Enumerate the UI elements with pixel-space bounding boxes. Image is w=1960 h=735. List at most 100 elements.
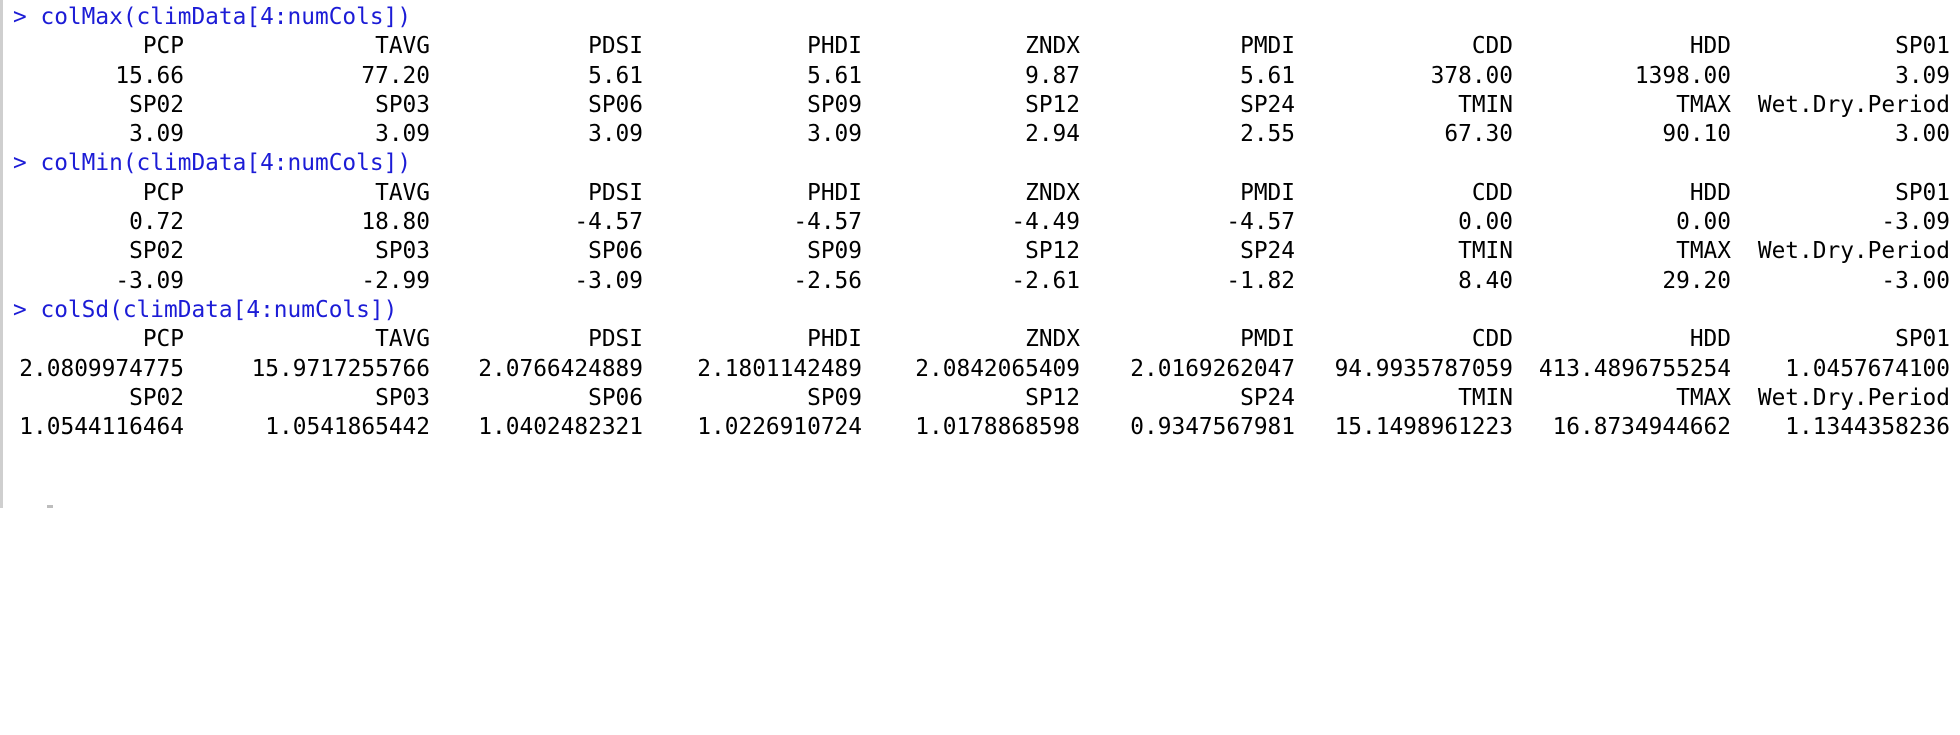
output-cell: TMIN bbox=[1458, 91, 1513, 118]
output-value-row: 1.0544116464 1.0541865442 1.0402482321 1… bbox=[3, 413, 1960, 442]
output-cell: 5.61 bbox=[1240, 62, 1295, 89]
output-cell: 2.1801142489 bbox=[697, 355, 862, 382]
output-cell: -3.00 bbox=[1881, 267, 1950, 294]
output-cell: 1.0457674100 bbox=[1785, 355, 1950, 382]
output-cell: 0.9347567981 bbox=[1130, 414, 1295, 441]
output-cell: Wet.Dry.Period bbox=[1757, 91, 1950, 118]
output-cell: 3.09 bbox=[1895, 62, 1950, 89]
output-cell: -4.49 bbox=[1011, 209, 1080, 236]
output-cell: 5.61 bbox=[588, 62, 643, 89]
output-cell: PHDI bbox=[807, 179, 862, 206]
output-cell: 2.0169262047 bbox=[1130, 355, 1295, 382]
output-cell: 2.0766424889 bbox=[478, 355, 643, 382]
output-cell: 94.9935787059 bbox=[1334, 355, 1513, 382]
output-cell: SP06 bbox=[588, 91, 643, 118]
output-cell: Wet.Dry.Period bbox=[1757, 384, 1950, 411]
console-prompt: > bbox=[13, 150, 27, 177]
output-cell: -2.56 bbox=[793, 267, 862, 294]
output-cell: 15.66 bbox=[115, 62, 184, 89]
output-cell: 1.0226910724 bbox=[697, 414, 862, 441]
output-cell: -3.09 bbox=[115, 267, 184, 294]
output-cell: 15.9717255766 bbox=[251, 355, 430, 382]
output-cell: CDD bbox=[1471, 326, 1513, 353]
output-cell: 15.1498961223 bbox=[1334, 414, 1513, 441]
output-cell: SP06 bbox=[588, 238, 643, 265]
output-cell: -3.09 bbox=[1881, 209, 1950, 236]
command-text: colSd(climData[4:numCols]) bbox=[40, 296, 398, 323]
output-header-row: PCP TAVG PDSI PHDI ZNDX PMDI CDD HDD SP0… bbox=[3, 32, 1960, 61]
output-cell: 16.8734944662 bbox=[1552, 414, 1731, 441]
output-cell: SP02 bbox=[129, 91, 184, 118]
output-cell: SP09 bbox=[807, 91, 862, 118]
output-cell: ZNDX bbox=[1025, 326, 1080, 353]
output-cell: 8.40 bbox=[1458, 267, 1513, 294]
output-cell: 29.20 bbox=[1662, 267, 1731, 294]
command-text: colMin(climData[4:numCols]) bbox=[40, 150, 412, 177]
output-cell: 90.10 bbox=[1662, 121, 1731, 148]
output-cell: ZNDX bbox=[1025, 179, 1080, 206]
output-cell: SP12 bbox=[1025, 91, 1080, 118]
output-cell: ZNDX bbox=[1025, 33, 1080, 60]
output-cell: 2.94 bbox=[1025, 121, 1080, 148]
output-cell: 413.4896755254 bbox=[1538, 355, 1731, 382]
r-console-output[interactable]: > colMax(climData[4:numCols]) PCP TAVG P… bbox=[0, 0, 1960, 508]
output-cell: -2.61 bbox=[1011, 267, 1080, 294]
output-cell: HDD bbox=[1689, 33, 1731, 60]
output-cell: 3.09 bbox=[129, 121, 184, 148]
output-cell: 77.20 bbox=[361, 62, 430, 89]
output-cell: SP03 bbox=[375, 238, 430, 265]
output-cell: SP12 bbox=[1025, 238, 1080, 265]
output-cell: PDSI bbox=[588, 33, 643, 60]
output-cell: TAVG bbox=[375, 33, 430, 60]
output-cell: TMIN bbox=[1458, 384, 1513, 411]
output-value-row: 0.72 18.80 -4.57 -4.57 -4.49 -4.57 0.00 … bbox=[3, 208, 1960, 237]
output-header-row: SP02 SP03 SP06 SP09 SP12 SP24 TMIN TMAX … bbox=[3, 237, 1960, 266]
output-value-row: 15.66 77.20 5.61 5.61 9.87 5.61 378.00 1… bbox=[3, 62, 1960, 91]
output-cell: SP24 bbox=[1240, 384, 1295, 411]
output-cell: SP01 bbox=[1895, 33, 1950, 60]
command-text: colMax(climData[4:numCols]) bbox=[40, 4, 412, 30]
output-cell: CDD bbox=[1471, 179, 1513, 206]
output-header-row: SP02 SP03 SP06 SP09 SP12 SP24 TMIN TMAX … bbox=[3, 91, 1960, 120]
output-value-row: 2.0809974775 15.9717255766 2.0766424889 … bbox=[3, 355, 1960, 384]
output-cell: SP24 bbox=[1240, 238, 1295, 265]
output-cell: 2.55 bbox=[1240, 121, 1295, 148]
output-cell: PDSI bbox=[588, 326, 643, 353]
console-prompt: > bbox=[13, 296, 27, 323]
output-cell: 1.0178868598 bbox=[915, 414, 1080, 441]
output-cell: -1.82 bbox=[1226, 267, 1295, 294]
output-cell: SP24 bbox=[1240, 91, 1295, 118]
output-cell: HDD bbox=[1689, 326, 1731, 353]
output-cell: -4.57 bbox=[574, 209, 643, 236]
output-header-row: PCP TAVG PDSI PHDI ZNDX PMDI CDD HDD SP0… bbox=[3, 179, 1960, 208]
output-cell: PMDI bbox=[1240, 33, 1295, 60]
command-line: > colSd(climData[4:numCols]) bbox=[3, 296, 1960, 325]
output-cell: 1398.00 bbox=[1634, 62, 1731, 89]
output-cell: -4.57 bbox=[793, 209, 862, 236]
output-cell: CDD bbox=[1471, 33, 1513, 60]
output-cell: 378.00 bbox=[1430, 62, 1513, 89]
output-cell: SP02 bbox=[129, 384, 184, 411]
output-cell: 1.1344358236 bbox=[1785, 414, 1950, 441]
output-cell: 0.72 bbox=[129, 209, 184, 236]
output-cell: 0.00 bbox=[1676, 209, 1731, 236]
output-cell: TAVG bbox=[375, 326, 430, 353]
output-cell: 1.0544116464 bbox=[19, 414, 184, 441]
output-cell: -3.09 bbox=[574, 267, 643, 294]
output-cell: 1.0541865442 bbox=[265, 414, 430, 441]
output-cell: PMDI bbox=[1240, 326, 1295, 353]
output-cell: 18.80 bbox=[361, 209, 430, 236]
output-cell: SP03 bbox=[375, 384, 430, 411]
output-cell: PHDI bbox=[807, 326, 862, 353]
output-cell: 3.09 bbox=[807, 121, 862, 148]
command-line: > colMax(climData[4:numCols]) bbox=[3, 3, 1960, 32]
output-value-row: 3.09 3.09 3.09 3.09 2.94 2.55 67.30 90.1… bbox=[3, 120, 1960, 149]
output-cell: PHDI bbox=[807, 33, 862, 60]
output-cell: SP09 bbox=[807, 238, 862, 265]
output-cell: TMAX bbox=[1676, 384, 1731, 411]
output-cell: TMAX bbox=[1676, 91, 1731, 118]
output-cell: HDD bbox=[1689, 179, 1731, 206]
output-cell: 2.0842065409 bbox=[915, 355, 1080, 382]
output-cell: 67.30 bbox=[1444, 121, 1513, 148]
scroll-indicator bbox=[47, 505, 53, 508]
